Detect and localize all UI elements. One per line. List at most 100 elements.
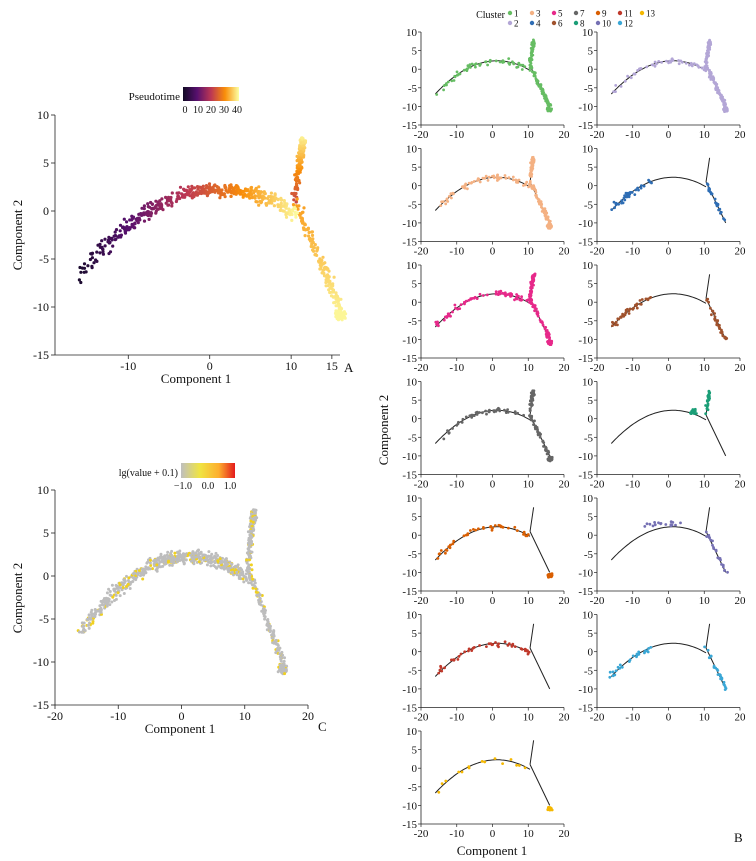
pseudotime-point [263,196,267,200]
cluster-point [484,174,488,178]
panel-label-b: B [734,830,743,845]
expression-point [232,573,235,577]
cluster-point [517,178,521,182]
trajectory-main [610,642,707,677]
cluster-point [537,198,541,202]
cluster-point [713,197,717,201]
expression-point [148,561,152,565]
cluster-point [608,675,612,679]
cluster-point [653,521,656,524]
cluster-point [499,289,503,293]
cluster-point [457,655,461,658]
cluster-point [460,770,464,774]
pseudotime-point [114,237,118,241]
x-tick-label: 10 [523,129,535,141]
cluster-point [464,415,468,419]
y-tick-label: -15 [578,353,593,365]
expression-point [133,571,137,575]
cluster-point [664,59,668,63]
cluster-point [679,521,682,525]
cluster-point [453,303,457,307]
cluster-point [617,317,621,321]
cluster-point [633,72,637,76]
x-tick-label: -10 [625,595,640,607]
cluster-point [547,221,551,224]
cluster-point [498,292,502,296]
cluster-point [459,652,463,656]
cluster-point [616,665,620,669]
x-tick-label: 10 [523,828,535,840]
cluster-point [472,414,476,417]
pseudotime-point [294,179,299,183]
pseudotime-point [110,238,114,242]
cluster-point [648,522,652,526]
cluster-point [723,336,727,340]
cluster-point [484,409,487,413]
y-tick-label: 5 [588,46,594,58]
cluster-point [532,393,535,396]
y-tick-label: -10 [402,218,417,230]
legend-swatch-cluster-1 [507,10,513,16]
cluster-point [631,654,635,658]
cluster-point [646,650,650,654]
pseudotime-point [267,199,271,203]
cluster-point [704,404,707,407]
expression-point [146,560,150,564]
cluster-point [517,294,520,298]
legend-tick-label: 20 [206,105,216,116]
pseudotime-point [160,203,164,207]
expression-point [257,593,261,597]
cluster-point [532,74,536,78]
pseudotime-point [82,262,87,266]
cluster-point [653,523,657,527]
expression-point [279,657,283,661]
pseudotime-point [103,237,107,241]
cluster-point [506,410,510,414]
expression-point [250,512,254,516]
cluster-point [503,291,507,295]
cluster-point [451,542,455,546]
cluster-point [439,549,443,552]
x-tick-label: 10 [239,709,251,723]
expression-point [188,553,192,557]
cluster-point [480,760,484,763]
expression-point [95,609,98,613]
y-tick-label: 5 [43,156,49,170]
expression-point [221,556,224,560]
trajectory-main [434,60,531,95]
x-tick-label: 10 [523,712,535,724]
x-tick-label: -10 [120,359,136,373]
cluster-point [719,211,722,215]
y-tick-label: 10 [37,483,49,497]
pseudotime-point [244,189,249,193]
cluster-point [440,782,444,785]
pseudotime-point [188,194,192,198]
expression-point [230,562,234,566]
expression-point [216,559,220,563]
cluster-point [478,180,482,184]
cluster-point [439,666,443,669]
cluster-point [487,175,491,179]
expression-point [141,577,145,581]
cluster-point [439,204,443,208]
expression-point [284,669,288,673]
expression-point [215,566,219,570]
cluster-point [708,72,711,75]
cluster-point [708,41,712,45]
cluster-point [528,63,532,67]
y-tick-label: 0 [412,297,418,309]
legend-tick-label: 1.0 [224,481,237,492]
cluster-point [460,421,464,424]
cluster-point [547,808,551,811]
pseudotime-point [147,217,151,221]
expression-point [202,558,206,562]
expression-point [155,563,159,567]
legend-label-cluster-10: 10 [602,19,612,29]
pseudotime-point [134,217,138,221]
x-tick-label: -20 [414,828,429,840]
pseudotime-point [100,239,104,243]
cluster-point [695,412,698,415]
trajectory-main [434,409,531,444]
cluster-point [638,299,642,302]
y-tick-label: 10 [406,144,418,156]
